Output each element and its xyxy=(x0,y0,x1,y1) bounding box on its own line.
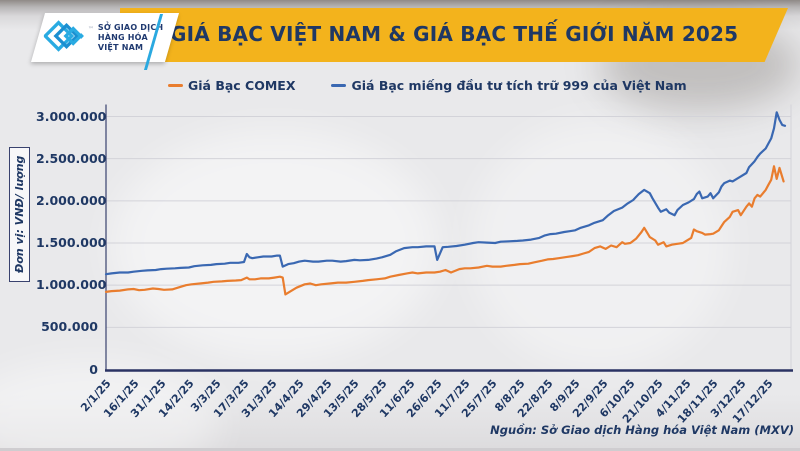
mxv-logo: ™ SỞ GIAO DỊCH HÀNG HÓA VIỆT NAM xyxy=(30,13,180,62)
legend-item-comex: Giá Bạc COMEX xyxy=(168,78,295,93)
y-tick-label: 0 xyxy=(89,361,98,377)
y-tick-label: 2.500.000 xyxy=(36,150,107,166)
comex-line-swatch xyxy=(168,84,183,87)
y-tick-label: 1.000.000 xyxy=(36,277,107,293)
mxv-diamond-chevron-icon xyxy=(42,19,85,56)
vietnam-line-swatch xyxy=(331,84,347,87)
legend-item-vietnam: Giá Bạc miếng đầu tư tích trữ 999 của Vi… xyxy=(331,78,687,93)
vietnam-price-line xyxy=(104,111,787,276)
page-title: GIÁ BẠC VIỆT NAM & GIÁ BẠC THẾ GIỚI NĂM … xyxy=(170,22,739,46)
mxv-logo-inner: ™ SỞ GIAO DỊCH HÀNG HÓA VIỆT NAM xyxy=(42,19,163,56)
source-note: Nguồn: Sở Giao dịch Hàng hóa Việt Nam (M… xyxy=(490,423,794,437)
legend-label-vietnam: Giá Bạc miếng đầu tư tích trữ 999 của Vi… xyxy=(351,78,687,93)
y-tick-label: 2.000.000 xyxy=(36,192,107,208)
y-tick-label: 500.000 xyxy=(41,319,98,335)
y-axis-unit-label: Đơn vị: VNĐ/ lượng xyxy=(9,146,30,282)
comex-price-line xyxy=(104,165,785,296)
chart-legend: Giá Bạc COMEX Giá Bạc miếng đầu tư tích … xyxy=(168,78,687,93)
title-banner xyxy=(120,8,788,62)
y-tick-label: 3.000.000 xyxy=(36,108,107,124)
y-tick-label: 1.500.000 xyxy=(36,235,107,250)
legend-label-comex: Giá Bạc COMEX xyxy=(188,78,296,93)
